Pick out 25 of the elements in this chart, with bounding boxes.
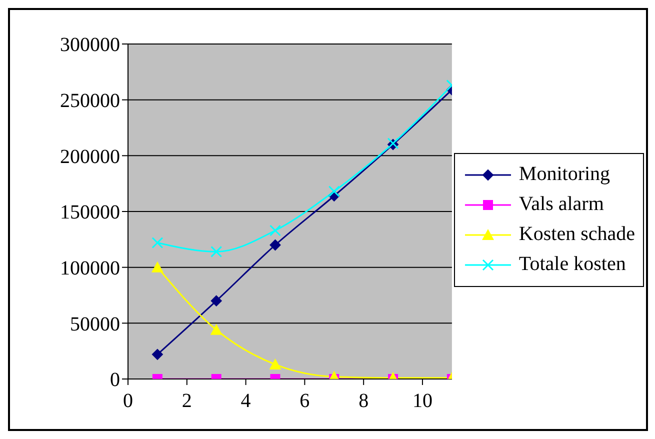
x-tick-label: 6	[300, 390, 310, 412]
legend-label: Kosten schade	[518, 223, 635, 246]
point	[210, 324, 222, 335]
legend-label: Vals alarm	[518, 193, 604, 216]
point	[269, 224, 281, 236]
legend-label: Totale kosten	[518, 253, 626, 276]
point	[269, 358, 282, 370]
point	[152, 237, 164, 249]
y-tick-label: 200000	[60, 146, 120, 168]
x-tick-label: 10	[412, 390, 432, 412]
x-tick-label: 2	[182, 390, 192, 412]
point	[270, 240, 281, 250]
y-tick-label: 50000	[70, 313, 120, 336]
y-tick-label: 150000	[60, 202, 120, 224]
x-tick-label: 8	[358, 390, 369, 412]
point	[328, 186, 340, 198]
x-tick-label: 4	[240, 390, 251, 412]
point	[151, 261, 164, 272]
y-tick-label: 0	[110, 369, 120, 392]
y-tick-label: 300000	[60, 34, 120, 56]
point	[210, 246, 222, 258]
y-tick-label: 250000	[60, 90, 120, 112]
point	[210, 295, 222, 306]
y-tick-label: 100000	[60, 257, 120, 280]
legend-label: Monitoring	[518, 163, 610, 186]
